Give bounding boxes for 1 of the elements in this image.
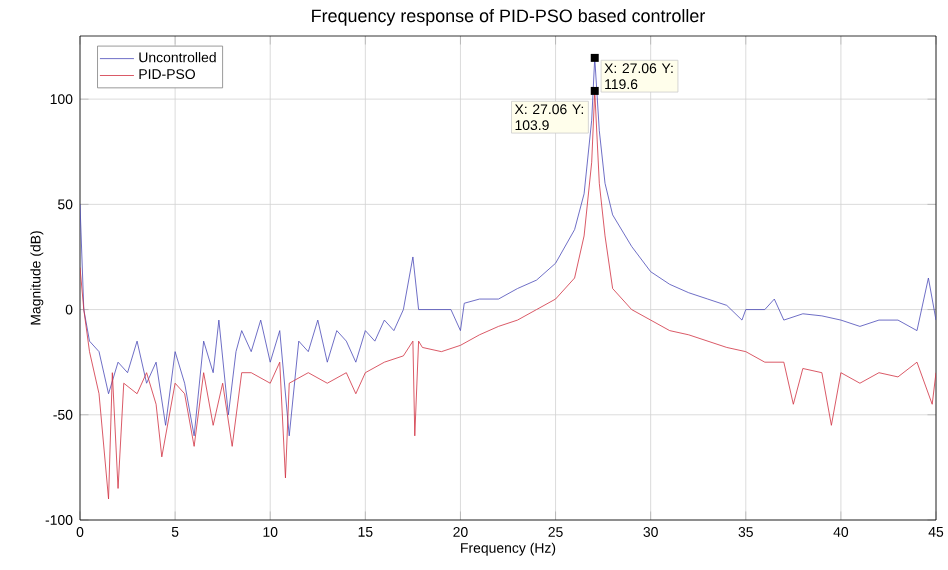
chart-title: Frequency response of PID-PSO based controller [312,9,706,26]
